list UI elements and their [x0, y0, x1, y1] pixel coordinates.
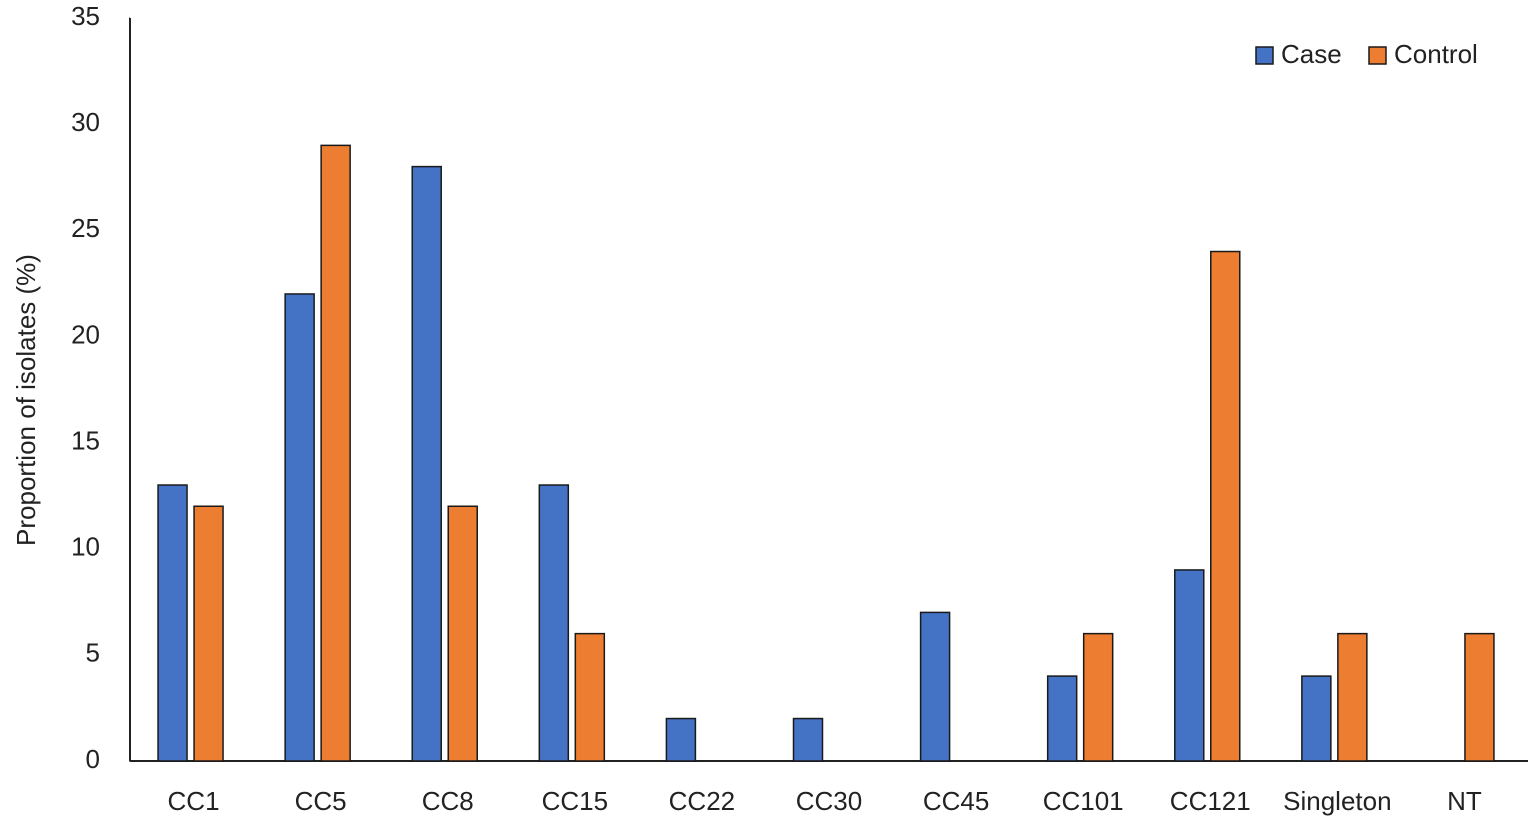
bar [157, 484, 188, 762]
x-tick-label: CC1 [168, 786, 220, 816]
x-tick-label: NT [1447, 786, 1482, 816]
bar [284, 293, 315, 762]
legend-label: Control [1394, 39, 1478, 69]
bar [320, 144, 351, 762]
y-tick-label: 15 [71, 425, 100, 455]
bar [411, 165, 442, 762]
x-tick-label: CC15 [542, 786, 608, 816]
y-tick-label: 25 [71, 213, 100, 243]
y-axis-label: Proportion of isolates (%) [11, 254, 41, 546]
x-tick-label: CC5 [295, 786, 347, 816]
bar [665, 717, 697, 762]
y-tick-label: 30 [71, 107, 100, 137]
x-tick-label: Singleton [1283, 786, 1391, 816]
bar [919, 611, 951, 762]
bar [1174, 569, 1205, 762]
x-tick-label: CC121 [1170, 786, 1251, 816]
bar [574, 632, 606, 762]
bar [1082, 632, 1114, 762]
bar [1464, 632, 1495, 762]
y-tick-label: 10 [71, 532, 100, 562]
x-tick-label: CC22 [669, 786, 735, 816]
bar [1046, 675, 1078, 762]
bar [1301, 675, 1332, 762]
x-tick-label: CC45 [923, 786, 989, 816]
y-tick-label: 0 [86, 744, 100, 774]
bar [447, 505, 478, 762]
legend-swatch [1368, 46, 1387, 65]
x-tick-label: CC101 [1043, 786, 1124, 816]
x-tick-label: CC8 [422, 786, 474, 816]
y-tick-label: 35 [71, 1, 100, 31]
bar [538, 484, 570, 762]
y-tick-label: 5 [86, 638, 100, 668]
legend-label: Case [1281, 39, 1342, 69]
legend-swatch [1255, 46, 1274, 65]
x-tick-label: CC30 [796, 786, 862, 816]
bar [193, 505, 224, 762]
bar [1210, 250, 1241, 762]
y-tick-label: 20 [71, 319, 100, 349]
bar [792, 717, 824, 762]
bar [1337, 632, 1368, 762]
